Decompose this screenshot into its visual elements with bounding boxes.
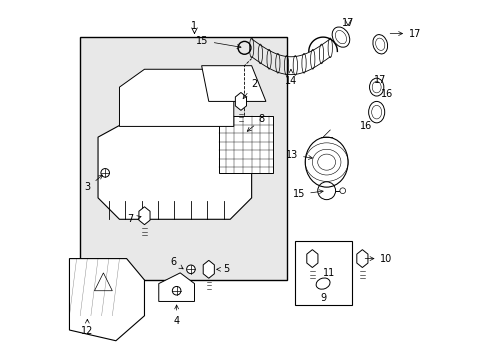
Circle shape [172,287,181,295]
Polygon shape [306,249,317,267]
Polygon shape [69,258,144,341]
Text: 7: 7 [127,214,141,224]
Text: 12: 12 [81,319,93,337]
Circle shape [186,265,195,274]
Ellipse shape [305,137,347,187]
Text: 16: 16 [359,121,371,131]
Text: 17: 17 [373,75,386,85]
Text: 3: 3 [84,175,102,192]
Circle shape [101,168,109,177]
Text: 11: 11 [323,268,335,278]
Ellipse shape [368,102,384,123]
Text: 6: 6 [170,257,183,269]
Ellipse shape [369,78,383,96]
Polygon shape [219,116,272,173]
Text: 4: 4 [173,305,179,326]
Polygon shape [119,69,233,126]
Text: 15: 15 [292,189,323,199]
Text: 13: 13 [285,150,312,160]
Text: 15: 15 [196,36,241,49]
Polygon shape [139,207,150,225]
Text: 1: 1 [191,21,197,31]
Bar [294,241,351,305]
Text: 2: 2 [243,78,257,99]
Polygon shape [159,273,194,301]
Text: 5: 5 [216,264,229,274]
Text: 16: 16 [381,89,393,99]
Text: 17: 17 [389,28,420,39]
Polygon shape [201,66,265,102]
Ellipse shape [372,35,387,54]
Text: 8: 8 [247,114,264,131]
Ellipse shape [331,27,349,47]
Bar [80,37,287,280]
Text: 17: 17 [341,18,354,28]
Polygon shape [203,260,214,278]
Polygon shape [98,116,251,219]
Circle shape [339,188,345,194]
Text: 10: 10 [365,253,392,264]
Text: 14: 14 [284,69,296,86]
Text: 9: 9 [319,293,325,303]
Polygon shape [235,93,246,111]
Polygon shape [356,249,367,267]
